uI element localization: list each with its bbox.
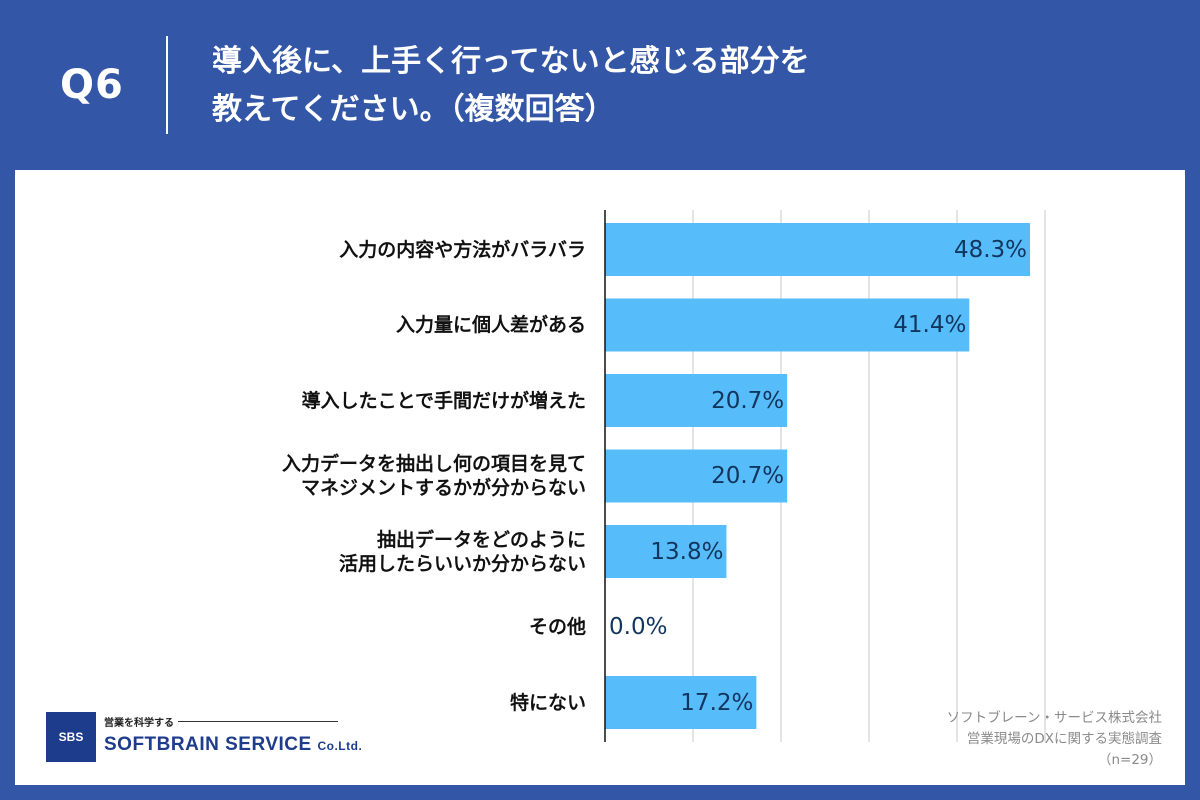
- category-label-0: 入力の内容や方法がバラバラ: [339, 238, 586, 262]
- category-label-6: 特にない: [510, 691, 586, 715]
- bar-6: [605, 676, 757, 729]
- category-label-line: その他: [528, 616, 586, 638]
- question-number: Q6: [60, 62, 124, 108]
- value-label-1: 41.4%: [893, 312, 967, 338]
- value-label-5: 0.0%: [609, 614, 668, 640]
- source-survey: 営業現場のDXに関する実態調査: [966, 731, 1162, 747]
- question-title: 導入後に、上手く行ってないと感じる部分を 教えてください。（複数回答）: [212, 38, 1112, 134]
- logo-tagline: 営業を科学する: [104, 718, 174, 729]
- value-label-6: 17.2%: [680, 689, 754, 716]
- bar-2: [605, 374, 788, 427]
- question-title-line2: 教えてください。（複数回答）: [212, 92, 615, 127]
- source-sample-size: （n=29）: [1097, 752, 1162, 768]
- category-label-line: 入力データを抽出し何の項目を見て: [281, 453, 586, 475]
- value-label-0: 48.3%: [953, 236, 1028, 263]
- category-label-5: その他: [529, 615, 586, 639]
- source-note: ソフトブレーン・サービス株式会社 営業現場のDXに関する実態調査 （n=29）: [947, 708, 1162, 771]
- header: Q6 導入後に、上手く行ってないと感じる部分を 教えてください。（複数回答）: [0, 0, 1200, 170]
- bar-3: [605, 449, 788, 503]
- logo-badge: SBS: [46, 712, 96, 762]
- question-title-line1: 導入後に、上手く行ってないと感じる部分を: [212, 44, 810, 79]
- bar-1: [605, 298, 970, 352]
- category-label-line: 入力の内容や方法がバラバラ: [339, 238, 586, 261]
- value-label-4: 13.8%: [650, 538, 724, 565]
- bar-0: [605, 223, 1031, 276]
- category-label-1: 入力量に個人差がある: [396, 313, 586, 337]
- category-label-line: 抽出データをどのように: [376, 528, 586, 551]
- bar-4: [605, 525, 727, 578]
- category-label-line: 特にない: [509, 691, 586, 714]
- value-label-2: 20.7%: [711, 387, 785, 414]
- logo-company: SOFTBRAIN SERVICE: [104, 734, 312, 755]
- header-divider: [166, 36, 168, 134]
- category-label-line: 入力量に個人差がある: [395, 314, 586, 336]
- source-company: ソフトブレーン・サービス株式会社: [946, 710, 1162, 726]
- category-label-line: マネジメントするかが分からない: [300, 477, 586, 499]
- category-label-3: 入力データを抽出し何の項目を見て マネジメントするかが分からない: [282, 452, 586, 500]
- logo-company-name: SOFTBRAIN SERVICE Co.Ltd.: [104, 734, 362, 756]
- category-label-line: 活用したらいいか分からない: [338, 552, 586, 575]
- logo-rule: [178, 721, 338, 722]
- logo-suffix: Co.Ltd.: [317, 739, 363, 753]
- category-label-line: 導入したことで手間だけが増えた: [301, 389, 586, 412]
- category-label-2: 導入したことで手間だけが増えた: [302, 389, 586, 413]
- category-label-4: 抽出データをどのように 活用したらいいか分からない: [339, 528, 586, 576]
- value-label-3: 20.7%: [711, 463, 785, 489]
